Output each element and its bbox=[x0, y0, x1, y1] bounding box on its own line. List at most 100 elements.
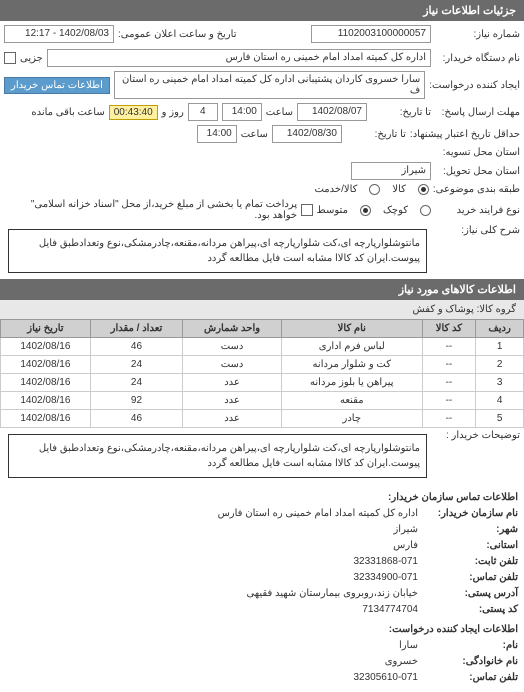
services-radio-label: کالا/خدمت bbox=[314, 184, 357, 195]
table-row: 5--چادرعدد461402/08/16 bbox=[1, 410, 524, 428]
services-radio[interactable] bbox=[369, 184, 380, 195]
packaging-label: طبقه بندی موضوعی: bbox=[433, 184, 520, 195]
table-cell: لباس فرم اداری bbox=[281, 338, 422, 356]
phone2-label: تلفن تماس: bbox=[418, 570, 518, 586]
table-cell: 2 bbox=[476, 356, 524, 374]
table-cell: عدد bbox=[183, 392, 282, 410]
table-cell: پیراهن یا بلوز مردانه bbox=[281, 374, 422, 392]
contact-province-value: فارس bbox=[393, 540, 418, 551]
table-cell: -- bbox=[422, 374, 476, 392]
creator-name-label: نام: bbox=[418, 638, 518, 654]
table-cell: 46 bbox=[90, 338, 182, 356]
table-cell: 46 bbox=[90, 410, 182, 428]
table-header: کد کالا bbox=[422, 320, 476, 338]
postal-value: 7134774704 bbox=[362, 604, 418, 615]
table-cell: -- bbox=[422, 410, 476, 428]
small-radio-label: کوچک bbox=[383, 205, 408, 216]
validity-label: حداقل تاریخ اعتبار پیشنهاد: bbox=[410, 129, 520, 140]
contact-province-label: استانی: bbox=[418, 538, 518, 554]
days-value: 4 bbox=[188, 103, 218, 121]
description-box: مانتوشلوارپارچه ای،کت شلوارپارچه ای،پیرا… bbox=[8, 229, 427, 273]
small-radio[interactable] bbox=[420, 205, 431, 216]
table-cell: 1402/08/16 bbox=[1, 410, 91, 428]
notes-label: توضیحات خریدار : bbox=[435, 430, 520, 441]
phone1-label: تلفن ثابت: bbox=[418, 554, 518, 570]
remaining-time: 00:43:40 bbox=[109, 105, 158, 120]
notes-box: مانتوشلوارپارچه ای،کت شلوارپارچه ای،پیرا… bbox=[8, 434, 427, 478]
creator-phone-value: 32305610-071 bbox=[353, 672, 418, 683]
announce-date: 1402/08/03 - 12:17 bbox=[4, 25, 114, 43]
partial-checkbox[interactable] bbox=[4, 52, 16, 64]
table-cell: عدد bbox=[183, 410, 282, 428]
phone1-value: 32331868-071 bbox=[353, 556, 418, 567]
table-cell: -- bbox=[422, 392, 476, 410]
contact-header: اطلاعات تماس سازمان خریدار: bbox=[6, 490, 518, 506]
validity-time-label: ساعت bbox=[241, 129, 268, 140]
creator-phone-label: تلفن تماس: bbox=[418, 670, 518, 686]
goods-radio[interactable] bbox=[418, 184, 429, 195]
table-cell: عدد bbox=[183, 374, 282, 392]
table-cell: 4 bbox=[476, 392, 524, 410]
response-date: 1402/08/07 bbox=[297, 103, 367, 121]
org-value: اداره کل کمیته امداد امام خمینی ره استان… bbox=[218, 508, 418, 519]
payment-checkbox[interactable] bbox=[301, 204, 312, 216]
table-cell: دست bbox=[183, 338, 282, 356]
days-label: روز و bbox=[162, 107, 184, 118]
buyer-name: اداره کل کمیته امداد امام خمینی ره استان… bbox=[47, 49, 431, 67]
table-row: 2--کت و شلوار مردانهدست241402/08/16 bbox=[1, 356, 524, 374]
payment-note: پرداخت تمام یا بخشی از مبلغ خرید،از محل … bbox=[4, 199, 297, 221]
table-row: 4--مقنعهعدد921402/08/16 bbox=[1, 392, 524, 410]
creator-name-value: سارا bbox=[399, 640, 418, 651]
partial-label: جزیی bbox=[20, 53, 43, 64]
category-value: پوشاک و کفش bbox=[413, 304, 474, 315]
table-row: 1--لباس فرم اداریدست461402/08/16 bbox=[1, 338, 524, 356]
delivery-province: شیراز bbox=[351, 162, 431, 180]
table-cell: دست bbox=[183, 356, 282, 374]
table-header: ردیف bbox=[476, 320, 524, 338]
response-time: 14:00 bbox=[222, 103, 262, 121]
page-title: جزئیات اطلاعات نیاز bbox=[423, 5, 516, 17]
goods-radio-label: کالا bbox=[392, 184, 406, 195]
table-row: 3--پیراهن یا بلوز مردانهعدد241402/08/16 bbox=[1, 374, 524, 392]
table-cell: -- bbox=[422, 356, 476, 374]
table-cell: 24 bbox=[90, 374, 182, 392]
validity-time: 14:00 bbox=[197, 125, 237, 143]
table-header: تاریخ نیاز bbox=[1, 320, 91, 338]
execution-label: استان محل تسویه: bbox=[435, 147, 520, 158]
response-deadline-label: مهلت ارسال پاسخ: bbox=[435, 107, 520, 118]
table-cell: 92 bbox=[90, 392, 182, 410]
org-label: نام سازمان خریدار: bbox=[418, 506, 518, 522]
phone2-value: 32334900-071 bbox=[353, 572, 418, 583]
table-header: واحد شمارش bbox=[183, 320, 282, 338]
table-cell: 5 bbox=[476, 410, 524, 428]
table-cell: 1 bbox=[476, 338, 524, 356]
table-cell: 1402/08/16 bbox=[1, 356, 91, 374]
goods-section-header: اطلاعات کالاهای مورد نیاز bbox=[0, 279, 524, 300]
table-cell: 24 bbox=[90, 356, 182, 374]
buyer-contact-button[interactable]: اطلاعات تماس خریدار bbox=[4, 77, 110, 94]
table-cell: چادر bbox=[281, 410, 422, 428]
description-label: شرح کلی نیاز: bbox=[435, 225, 520, 236]
request-number-label: شماره نیاز: bbox=[435, 29, 520, 40]
category-label: گروه کالا: bbox=[477, 304, 516, 315]
page-header: جزئیات اطلاعات نیاز bbox=[0, 0, 524, 21]
table-header: تعداد / مقدار bbox=[90, 320, 182, 338]
purchase-type-label: نوع فرایند خرید bbox=[435, 205, 520, 216]
response-time-label: ساعت bbox=[266, 107, 293, 118]
buyer-name-label: نام دستگاه خریدار: bbox=[435, 53, 520, 64]
medium-radio[interactable] bbox=[360, 205, 371, 216]
packaging-radio-group: کالا کالا/خدمت bbox=[314, 184, 428, 195]
table-cell: 1402/08/16 bbox=[1, 374, 91, 392]
table-header: نام کالا bbox=[281, 320, 422, 338]
address-label: آدرس پستی: bbox=[418, 586, 518, 602]
requester-name: سارا خسروی کاردان پشتیبانی اداره کل کمیت… bbox=[114, 71, 425, 99]
delivery-label: استان محل تحویل: bbox=[435, 166, 520, 177]
validity-date-label: تا تاریخ: bbox=[346, 129, 406, 140]
table-cell: کت و شلوار مردانه bbox=[281, 356, 422, 374]
address-value: خیابان زند،روبروی بیمارستان شهید فقیهی bbox=[246, 588, 418, 599]
city-value: شیراز bbox=[393, 524, 418, 535]
medium-radio-label: متوسط bbox=[317, 205, 348, 216]
creator-family-label: نام خانوادگی: bbox=[418, 654, 518, 670]
purchase-type-radio-group: کوچک متوسط bbox=[317, 205, 431, 216]
response-date-label: تا تاریخ: bbox=[371, 107, 431, 118]
